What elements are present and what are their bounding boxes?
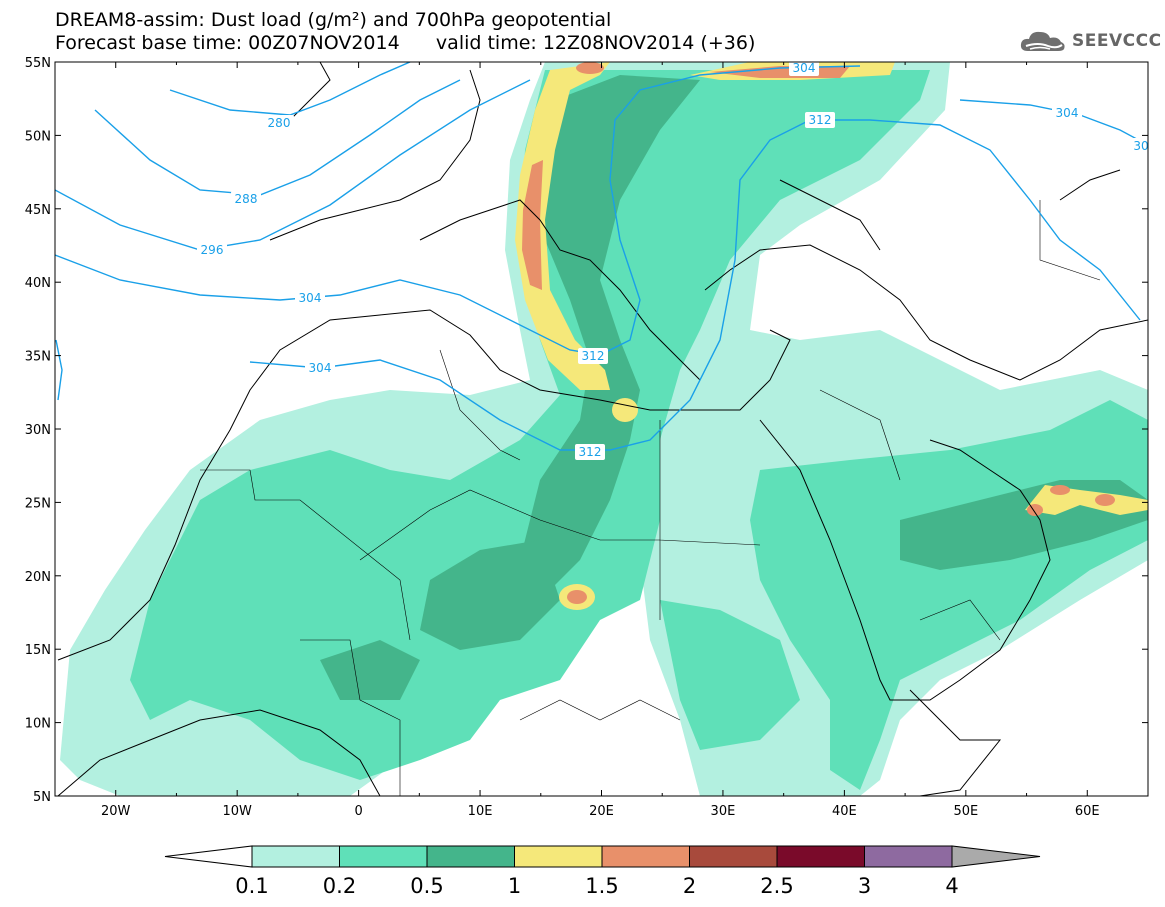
contour-label: 312	[582, 349, 605, 363]
colorbar-swatch	[514, 845, 603, 868]
contour-label-bg	[575, 444, 605, 460]
dust-level-1.5	[1027, 504, 1043, 516]
colorbar-swatch	[251, 845, 340, 868]
colorbar-swatch	[864, 845, 953, 868]
contour-label: 304	[1056, 106, 1079, 120]
lon-label: 20W	[101, 804, 131, 819]
dust-level-0.5	[420, 540, 560, 650]
colorbar: 0.1 0.2 0.5 1 1.5 2 2.5 3 4	[164, 845, 1041, 898]
lon-label: 0	[354, 804, 362, 819]
lat-label: 5N	[33, 790, 51, 805]
colorbar-low-arrow	[164, 845, 253, 868]
contour-label: 312	[579, 445, 602, 459]
contour-label-bg	[805, 112, 835, 128]
map-title: DREAM8-assim: Dust load (g/m²) and 700hP…	[55, 9, 612, 31]
coastlines	[57, 62, 1148, 796]
dust-level-1.5	[576, 62, 604, 74]
contour-label-bg	[231, 191, 261, 207]
contour-label-bg	[578, 348, 608, 364]
contour-label: 296	[201, 243, 224, 257]
cloud-icon	[1020, 31, 1065, 51]
contour-label: 304	[299, 291, 322, 305]
lat-label: 55N	[25, 56, 51, 71]
contour-label-bg	[1130, 138, 1152, 154]
colorbar-label: 1	[508, 874, 521, 898]
latitude-axis: 55N 50N 45N 40N 35N 30N 25N 20N 15N 10N 5N	[25, 56, 1148, 805]
lat-label: 40N	[25, 276, 51, 291]
dust-level-0.5	[320, 640, 420, 700]
lon-label: 30E	[711, 804, 736, 819]
lon-label: 20E	[589, 804, 614, 819]
colorbar-label: 0.2	[323, 874, 356, 898]
contour-label: 288	[235, 192, 258, 206]
seevccc-logo: SEEVCCC	[1018, 27, 1162, 55]
dust-level-1.5	[567, 590, 587, 604]
contour-label-bg	[305, 360, 335, 376]
dust-level-1.5	[1050, 485, 1070, 495]
colorbar-swatch	[601, 845, 690, 868]
dust-level-1.5	[522, 160, 543, 290]
lat-label: 35N	[25, 350, 51, 365]
lat-label: 30N	[25, 423, 51, 438]
contour-label: 280	[268, 116, 291, 130]
contour-label-bg	[1052, 105, 1082, 121]
colorbar-swatch	[426, 845, 515, 868]
contour-label-bg	[295, 290, 325, 306]
logo-text: SEEVCCC	[1072, 31, 1162, 51]
lat-label: 25N	[25, 496, 51, 511]
colorbar-swatch	[339, 845, 428, 868]
dust-level-1.5	[1095, 494, 1115, 506]
lat-label: 45N	[25, 203, 51, 218]
contour-label: 304	[309, 361, 332, 375]
forecast-time-subtitle: Forecast base time: 00Z07NOV2014 valid t…	[55, 32, 756, 54]
dust-level-1	[515, 62, 610, 390]
colorbar-label: 0.1	[235, 874, 268, 898]
lat-label: 15N	[25, 643, 51, 658]
contour-label-bg	[789, 60, 819, 76]
contour-labels: 280 288 296 304 312 304 312 304 312 304 30	[197, 60, 1152, 460]
dust-level-0.5	[520, 75, 700, 600]
lon-label: 50E	[953, 804, 978, 819]
longitude-axis: 20W 10W 0 10E 20E 30E 40E 50E 60E	[54, 62, 1149, 819]
contour-label-bg	[264, 115, 294, 131]
colorbar-label: 0.5	[410, 874, 443, 898]
lat-label: 50N	[25, 129, 51, 144]
dust-load-field	[60, 62, 1148, 796]
dust-level-0.2	[130, 70, 930, 780]
colorbar-high-arrow	[951, 845, 1041, 868]
lon-label: 60E	[1075, 804, 1100, 819]
colorbar-label: 3	[858, 874, 871, 898]
colorbar-label: 4	[945, 874, 958, 898]
contour-label-bg	[197, 242, 227, 258]
colorbar-label: 2.5	[760, 874, 793, 898]
dust-level-1	[612, 398, 638, 422]
country-borders	[200, 200, 1101, 796]
contour-label: 312	[809, 113, 832, 127]
colorbar-swatch	[776, 845, 865, 868]
lon-label: 10E	[468, 804, 493, 819]
colorbar-swatch	[689, 845, 778, 868]
lon-label: 10W	[222, 804, 252, 819]
colorbar-label: 1.5	[585, 874, 618, 898]
lon-label: 40E	[832, 804, 857, 819]
contour-label: 304	[793, 61, 816, 75]
lat-label: 10N	[25, 717, 51, 732]
colorbar-label: 2	[683, 874, 696, 898]
lat-label: 20N	[25, 570, 51, 585]
contour-label: 30	[1133, 139, 1148, 153]
dust-level-0.2	[660, 600, 800, 750]
